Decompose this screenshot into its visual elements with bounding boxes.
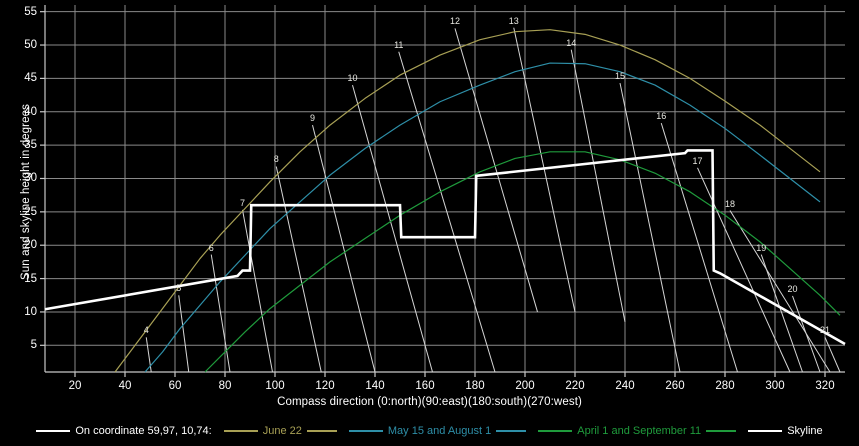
hour-line	[352, 84, 433, 373]
x-tick-label: 320	[815, 380, 835, 392]
hour-line-label: 8	[273, 154, 279, 165]
hour-line	[570, 49, 626, 323]
hour-line-label: 17	[692, 155, 703, 166]
hour-line	[792, 295, 821, 373]
x-tick-label: 40	[118, 380, 132, 392]
hour-line-label: 21	[819, 325, 831, 336]
legend-color-swatch	[36, 430, 71, 432]
gridlines	[45, 5, 845, 372]
axis-ticks	[40, 11, 826, 377]
legend-item[interactable]: April 1 and September 11	[538, 424, 737, 437]
x-tick-label: 240	[615, 380, 635, 392]
x-tick-label: 100	[265, 380, 285, 392]
series-line	[204, 151, 841, 373]
hour-line	[697, 167, 791, 373]
y-tick-label: 15	[24, 272, 37, 285]
hour-line	[145, 337, 152, 373]
axis-lines	[44, 5, 845, 373]
legend-color-swatch	[748, 430, 783, 432]
x-tick-label: 160	[415, 380, 435, 392]
x-tick-label: 140	[365, 380, 385, 392]
legend-color-swatch	[538, 430, 573, 432]
hour-line	[275, 166, 322, 373]
legend-item-label: June 22	[262, 424, 302, 437]
legend-color-swatch	[706, 430, 737, 432]
hour-line-label: 18	[724, 198, 736, 209]
y-tick-label: 50	[24, 39, 37, 52]
legend-item-label: April 1 and September 11	[577, 424, 702, 437]
y-tick-label: 20	[24, 239, 37, 252]
y-axis-title: Sun and skyline height in degrees	[20, 104, 32, 280]
data-series	[44, 29, 846, 373]
y-tick-label: 25	[24, 205, 37, 218]
hour-line	[760, 254, 803, 373]
x-tick-label: 60	[168, 380, 182, 392]
series-line	[44, 149, 846, 346]
legend-color-swatch	[496, 430, 527, 432]
hour-line	[619, 82, 681, 373]
legend-color-swatch	[223, 430, 258, 432]
hour-line-label: 13	[508, 15, 519, 26]
x-tick-label: 180	[465, 380, 485, 392]
y-tick-label: 10	[24, 305, 37, 318]
hour-line	[729, 210, 831, 373]
hour-line	[178, 295, 190, 373]
hour-line	[660, 122, 738, 373]
x-tick-label: 80	[218, 380, 232, 392]
hour-line-label: 10	[347, 73, 358, 84]
legend-item-label: May 15 and August 1	[387, 424, 492, 437]
hour-line-label: 9	[309, 113, 316, 124]
chart-legend: On coordinate 59,97, 10,74: June 22 May 15…	[0, 420, 859, 442]
y-tick-label: 35	[24, 139, 37, 152]
y-tick-label: 55	[24, 5, 37, 18]
hour-line-label: 4	[143, 325, 149, 336]
legend-item[interactable]: On coordinate 59,97, 10,74:	[36, 424, 212, 437]
x-tick-label: 260	[665, 380, 685, 392]
hour-line-label: 16	[656, 111, 667, 122]
hour-line-label: 11	[394, 39, 404, 50]
y-tick-label: 40	[24, 105, 37, 118]
hour-line-label: 15	[614, 71, 626, 82]
hour-line-label: 20	[787, 283, 798, 294]
legend-color-swatch	[348, 430, 383, 432]
x-tick-label: 220	[565, 380, 585, 392]
hour-line-label: 7	[239, 197, 246, 208]
hour-lines	[145, 27, 841, 373]
legend-item[interactable]: June 22	[223, 424, 337, 437]
hour-line-label: 12	[449, 16, 461, 27]
y-tick-label: 30	[24, 172, 37, 185]
hour-line-label: 19	[756, 242, 767, 253]
hour-line	[454, 28, 538, 313]
legend-item-label: On coordinate 59,97, 10,74:	[75, 424, 212, 437]
hour-line-label: 14	[566, 37, 577, 48]
hour-line-label: 5	[176, 283, 182, 294]
series-line	[144, 62, 821, 373]
legend-color-swatch	[306, 430, 337, 432]
hour-line	[210, 254, 231, 373]
legend-item-label: Skyline	[787, 424, 823, 437]
hour-line	[513, 27, 576, 313]
hour-line	[824, 337, 841, 373]
x-tick-label: 20	[68, 380, 82, 392]
y-tick-label: 5	[30, 339, 37, 352]
x-tick-label: 280	[715, 380, 735, 392]
x-tick-label: 120	[315, 380, 335, 392]
hour-line	[312, 124, 376, 373]
x-tick-label: 200	[515, 380, 535, 392]
x-tick-label: 300	[765, 380, 785, 392]
legend-item[interactable]: Skyline	[748, 424, 823, 437]
y-tick-label: 45	[24, 72, 37, 85]
legend-item[interactable]: May 15 and August 1	[348, 424, 527, 437]
hour-line	[398, 51, 496, 373]
hour-line-label: 6	[208, 242, 214, 253]
x-axis-title: Compass direction (0:north)(90:east)(180…	[277, 396, 582, 408]
hour-line	[242, 209, 273, 373]
